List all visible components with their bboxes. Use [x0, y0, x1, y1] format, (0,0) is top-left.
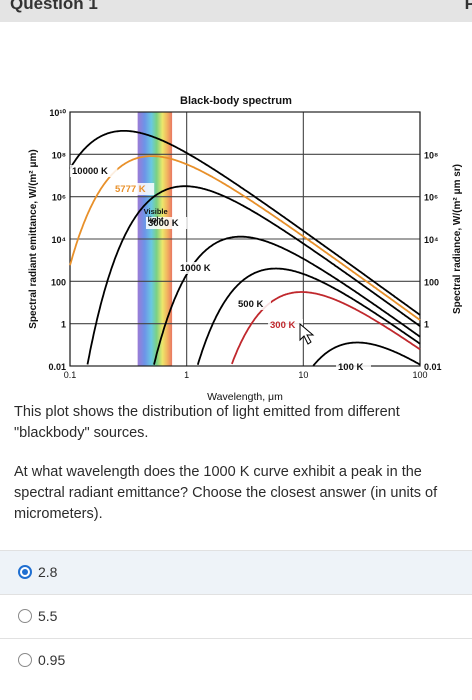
series-line-500k	[196, 267, 421, 366]
option-1[interactable]: 2.8	[0, 550, 472, 595]
y-tick-label-right: 0.01	[424, 362, 442, 372]
header-right-mark: P	[464, 0, 472, 13]
series-label-3000k: 3000 K	[148, 218, 179, 229]
option-1-label: 2.8	[38, 564, 58, 580]
y-tick-label-left: 0.01	[48, 362, 66, 372]
series-label-bg	[236, 298, 271, 310]
y-axis-label-right: Spectral radiance, W/(m² μm sr)	[452, 164, 463, 314]
y-tick-label-left: 10⁴	[52, 235, 66, 245]
x-axis-label: Wavelength, μm	[207, 391, 283, 403]
series-label-bg	[268, 319, 303, 331]
y-tick-label-right: 10⁴	[424, 235, 438, 245]
x-tick-label: 100	[412, 370, 427, 380]
y-tick-label-left: 10¹⁰	[49, 108, 66, 118]
series-label-1000k: 1000 K	[180, 263, 211, 274]
question-prompt: At what wavelength does the 1000 K curve…	[14, 464, 438, 522]
x-tick-label: 0.1	[64, 370, 77, 380]
blackbody-chart: 10000 K 5777 K 3000 K 1000 K 500 K 300 K 100 K…	[20, 74, 472, 414]
series-line-10000k	[69, 130, 421, 316]
mouse-cursor-icon	[299, 322, 315, 345]
visible-light-label-2: light	[148, 215, 164, 224]
series-line-5777k	[69, 155, 421, 321]
question-card: 10000 K 5777 K 3000 K 1000 K 500 K 300 K 100 K…	[0, 22, 472, 700]
option-2[interactable]: 5.5	[0, 594, 472, 639]
series-label-300k: 300 K	[270, 320, 295, 331]
radio-icon[interactable]	[18, 609, 32, 623]
y-tick-label-left: 100	[51, 277, 66, 287]
series-label-bg	[336, 361, 371, 373]
series-label-5777k: 5777 K	[115, 184, 146, 195]
series-label-bg	[113, 183, 155, 195]
option-2-label: 5.5	[38, 608, 58, 624]
option-3-label: 0.95	[38, 652, 66, 668]
question-title: Question 1	[10, 0, 98, 13]
chart-title: Black-body spectrum	[180, 95, 292, 107]
series-line-1000k	[153, 235, 421, 365]
y-axis-label-left: Spectral radiant emittance, W/(m² μm)	[28, 149, 39, 329]
option-3[interactable]: 0.95	[0, 638, 472, 683]
question-header: Question 1 P	[0, 0, 472, 23]
y-tick-label-left: 1	[61, 320, 66, 330]
plot-frame	[69, 111, 421, 367]
series-label-500k: 500 K	[238, 299, 263, 310]
series-label-bg	[70, 165, 118, 177]
series-line-100k	[312, 341, 421, 367]
x-tick-label: 1	[184, 370, 189, 380]
blackbody-chart-svg: 10000 K 5777 K 3000 K 1000 K 500 K 300 K 100 K…	[28, 95, 463, 403]
y-tick-label-right: 10⁶	[424, 193, 438, 203]
y-tick-label-left: 10⁸	[52, 150, 66, 160]
radio-selected-icon[interactable]	[18, 565, 32, 579]
y-tick-label-right: 10⁸	[424, 150, 438, 160]
series-line-3000k	[86, 185, 421, 365]
series-label-10000k: 10000 K	[72, 166, 108, 177]
y-tick-label-right: 1	[424, 320, 429, 330]
x-tick-label: 10	[298, 370, 308, 380]
series-label-bg	[146, 217, 188, 229]
y-tick-label-left: 10⁶	[52, 193, 66, 203]
radio-icon[interactable]	[18, 653, 32, 667]
visible-light-label: Visible	[144, 207, 168, 216]
y-tick-label-right: 100	[424, 277, 439, 287]
series-label-bg	[178, 262, 220, 274]
series-label-100k: 100 K	[338, 362, 363, 373]
question-intro: This plot shows the distribution of ligh…	[14, 404, 400, 441]
